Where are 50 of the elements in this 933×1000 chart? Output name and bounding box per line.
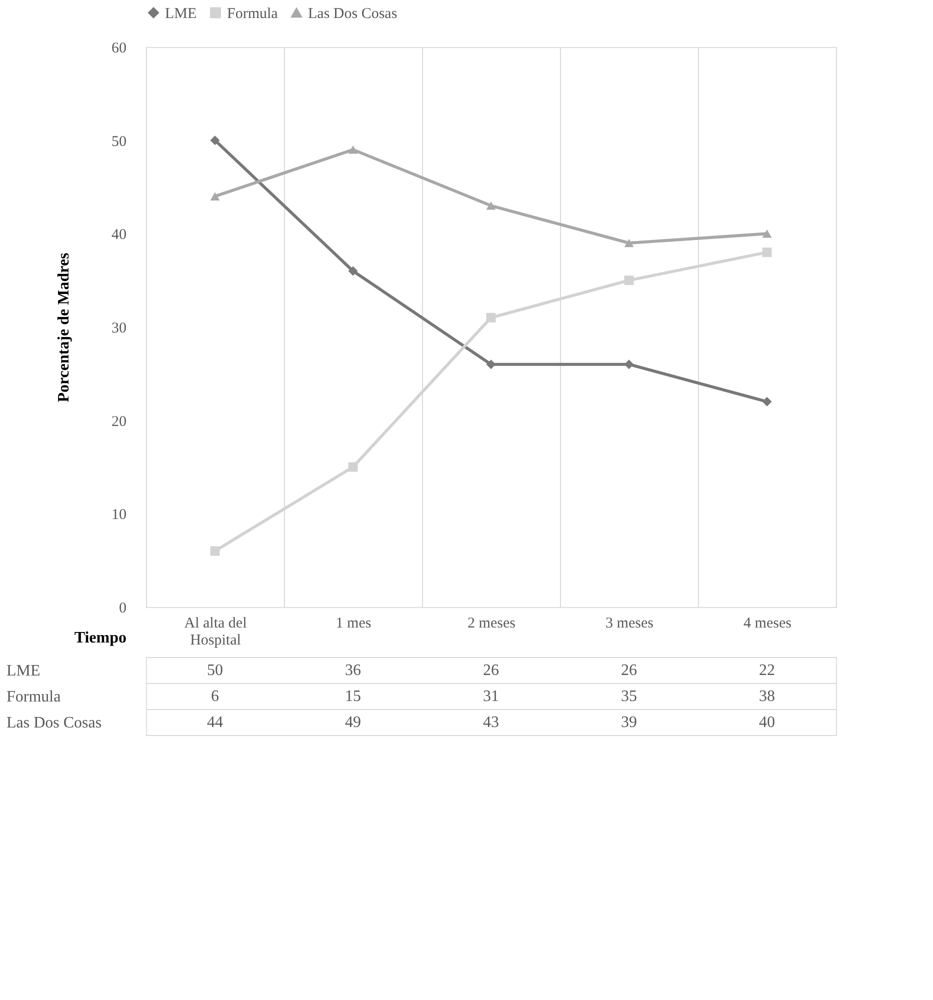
point	[762, 230, 772, 238]
data-label: 6	[211, 688, 219, 705]
data-label: 22	[759, 662, 775, 679]
point	[210, 546, 220, 556]
x-tick-label: 2 meses	[468, 616, 516, 632]
point	[624, 276, 634, 286]
x-tick-label: Al alta del Hospital	[184, 616, 247, 648]
data-label: 39	[621, 714, 637, 731]
data-label: 44	[207, 714, 223, 731]
point	[762, 248, 772, 258]
point	[348, 146, 358, 154]
point	[762, 396, 772, 406]
data-label: 15	[345, 688, 361, 705]
point	[210, 192, 220, 200]
y-tick-label: 0	[119, 600, 126, 616]
text: LME	[6, 662, 40, 680]
y-tick-label: 60	[112, 40, 126, 56]
data-label: 49	[345, 714, 361, 731]
data-label: 38	[759, 688, 775, 705]
data-label: 50	[207, 662, 223, 679]
x-axis-title: Tiempo	[74, 630, 126, 646]
data-label: 36	[345, 662, 361, 679]
text: Las Dos Cosas	[6, 714, 102, 732]
y-tick-label: 10	[112, 507, 126, 524]
data-label: 35	[621, 688, 637, 705]
legend-label: Las Dos Cosas	[308, 6, 398, 22]
point	[486, 360, 496, 370]
x-tick-label: 1 mes	[336, 616, 372, 632]
point	[486, 312, 496, 322]
y-tick-label: 30	[112, 320, 126, 336]
point	[348, 266, 358, 276]
data-label: 40	[759, 714, 775, 731]
text: Formula	[6, 688, 61, 706]
point	[348, 462, 358, 472]
y-axis-title: Porcentaje de Madres	[56, 252, 72, 402]
point	[624, 238, 634, 248]
legend-label: Formula	[227, 6, 278, 22]
y-tick-label: 40	[112, 227, 126, 244]
x-tick-label: 3 meses	[606, 616, 654, 632]
legend-label: LME	[165, 6, 197, 22]
data-label: 43	[483, 714, 499, 731]
y-tick-label: 50	[112, 134, 126, 150]
data-label: 26	[483, 662, 499, 679]
data-label: 26	[621, 662, 637, 679]
point	[624, 360, 634, 370]
point	[486, 202, 496, 210]
x-tick-label: 4 meses	[744, 616, 792, 632]
y-tick-label: 20	[112, 414, 126, 430]
data-label: 31	[483, 688, 499, 705]
point	[210, 136, 220, 146]
